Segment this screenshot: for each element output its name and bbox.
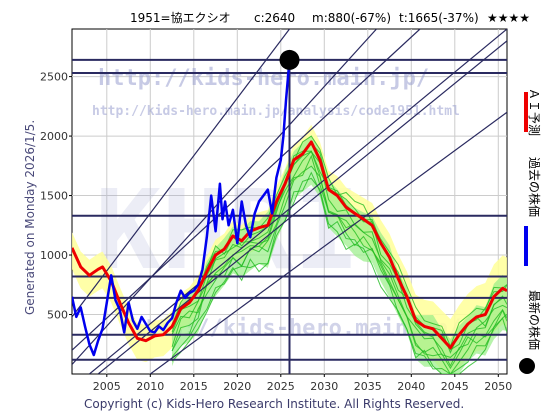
x-tick-label: 2050 xyxy=(484,380,512,393)
markers xyxy=(279,49,300,70)
y-tick-label: 500 xyxy=(47,309,68,322)
trend-line xyxy=(97,40,507,374)
chart-title-t-stat: t:1665(-37%) xyxy=(399,11,479,25)
trend-line xyxy=(72,29,290,318)
latest-price-marker xyxy=(279,49,300,70)
x-tick-label: 2005 xyxy=(93,380,121,393)
grid xyxy=(72,29,507,374)
legend-label-latest-price: 最新の株価 xyxy=(527,290,542,350)
watermark-url-analysis: http://kids-hero.main.jp/analysis/code19… xyxy=(92,104,460,119)
simulation-path xyxy=(171,150,507,367)
trend-line xyxy=(72,29,421,351)
series-line-past-price xyxy=(72,59,291,357)
legend-marker-latest-price xyxy=(519,358,535,374)
series-line-ai-forecast xyxy=(72,140,507,350)
y-tick-label: 1000 xyxy=(40,249,68,262)
chart-title-current: c:2640 xyxy=(254,11,295,25)
x-tick-label: 2030 xyxy=(310,380,338,393)
legend-label-ai-forecast: ＡＩ予測 xyxy=(527,88,541,136)
x-tick-label: 2015 xyxy=(180,380,208,393)
legend: ＡＩ予測 過去の株価 最新の株価 xyxy=(519,88,542,374)
simulation-path xyxy=(171,177,507,374)
legend-swatch-past-price xyxy=(524,226,528,266)
copyright-footer: Copyright (c) Kids-Hero Research Institu… xyxy=(84,397,464,411)
trend-line xyxy=(149,111,507,374)
chart-title-stars: ★★★★ xyxy=(487,11,530,25)
chart-title-m-stat: m:880(-67%) xyxy=(312,11,391,25)
y-tick-label: 2000 xyxy=(40,130,68,143)
simulation-envelope xyxy=(172,135,507,374)
legend-swatch-ai-forecast xyxy=(524,92,528,132)
x-tick-label: 2020 xyxy=(223,380,251,393)
chart-title-code: 1951=協エクシオ xyxy=(130,10,231,25)
x-tick-label: 2045 xyxy=(441,380,469,393)
x-axis: 2005 2010 2015 2020 2025 2030 2035 2040 2045 2050 xyxy=(93,374,512,393)
x-tick-label: 2025 xyxy=(267,380,295,393)
y-axis: 500 1000 1500 2000 2500 xyxy=(40,71,72,322)
simulation-path xyxy=(171,150,507,351)
y-tick-label: 1500 xyxy=(40,190,68,203)
x-tick-label: 2035 xyxy=(354,380,382,393)
y-tick-label: 2500 xyxy=(40,71,68,84)
watermark-url-top: http://kids-hero.main.jp/ xyxy=(98,66,429,91)
generated-caption: Generated on Monday 2026/1/5. xyxy=(23,120,37,315)
trend-line xyxy=(89,29,507,374)
x-tick-label: 2010 xyxy=(136,380,164,393)
simulation-path xyxy=(171,165,507,374)
x-tick-label: 2040 xyxy=(397,380,425,393)
series-lines xyxy=(72,59,507,357)
legend-label-past-price: 過去の株価 xyxy=(527,157,542,217)
